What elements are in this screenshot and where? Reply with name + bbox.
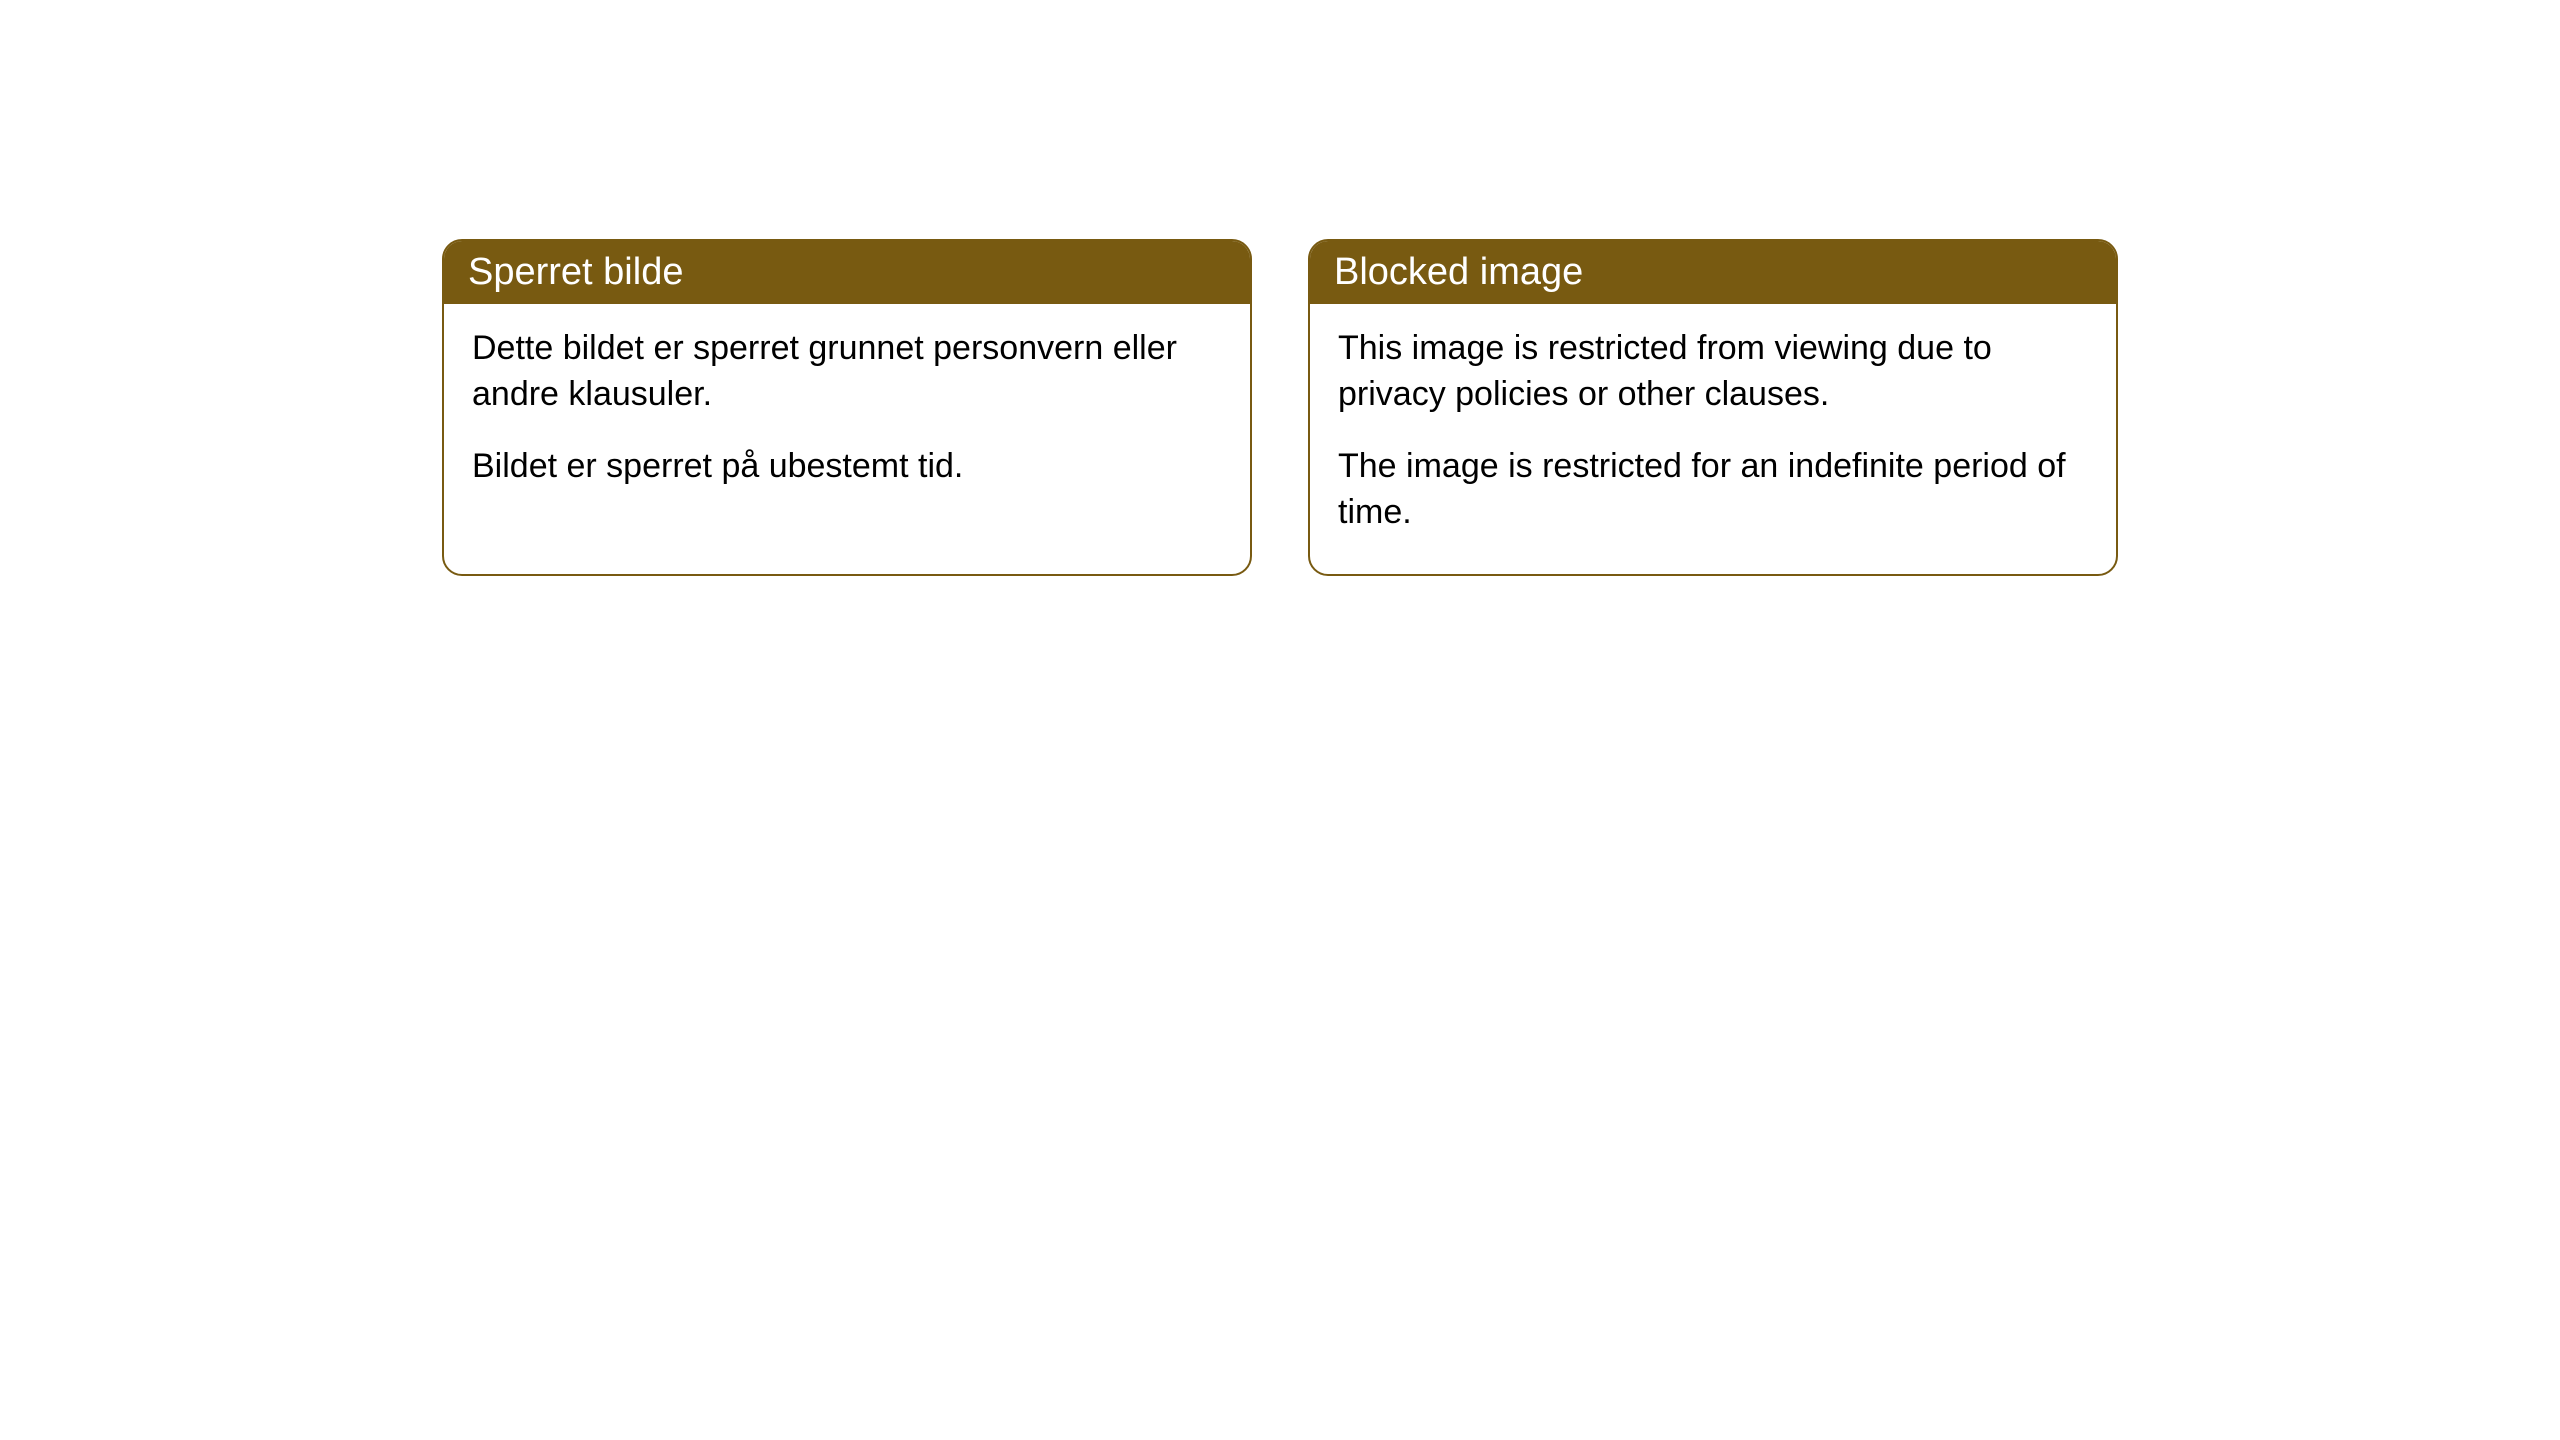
blocked-image-card-norwegian: Sperret bilde Dette bildet er sperret gr… — [442, 239, 1252, 576]
card-paragraph: The image is restricted for an indefinit… — [1338, 444, 2088, 536]
card-body: Dette bildet er sperret grunnet personve… — [444, 304, 1250, 528]
blocked-image-card-english: Blocked image This image is restricted f… — [1308, 239, 2118, 576]
cards-container: Sperret bilde Dette bildet er sperret gr… — [0, 0, 2560, 576]
card-paragraph: This image is restricted from viewing du… — [1338, 326, 2088, 418]
card-paragraph: Bildet er sperret på ubestemt tid. — [472, 444, 1222, 490]
card-title: Sperret bilde — [444, 241, 1250, 304]
card-title: Blocked image — [1310, 241, 2116, 304]
card-body: This image is restricted from viewing du… — [1310, 304, 2116, 574]
card-paragraph: Dette bildet er sperret grunnet personve… — [472, 326, 1222, 418]
